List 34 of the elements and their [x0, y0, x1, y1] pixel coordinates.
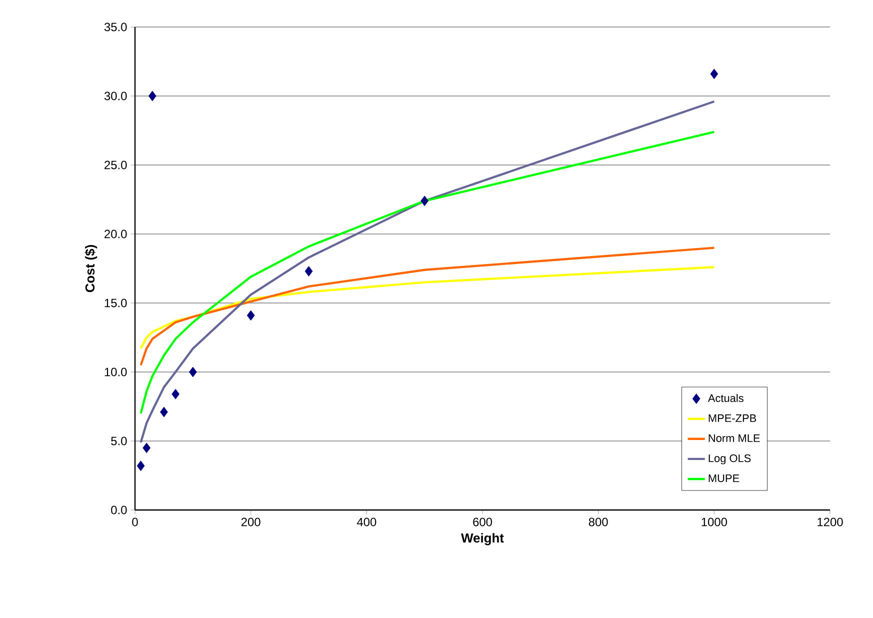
point — [188, 366, 197, 378]
point — [142, 442, 151, 454]
y-axis-title: Cost ($) — [84, 245, 98, 292]
point — [246, 310, 255, 321]
point — [172, 388, 180, 400]
legend-label: MPE-ZPB — [708, 414, 756, 422]
x-tick-label: 400 — [356, 518, 376, 526]
point — [710, 68, 718, 80]
x-tick-label: 200 — [241, 518, 260, 526]
point — [420, 196, 429, 206]
point — [160, 406, 168, 418]
legend-label: Norm MLE — [708, 434, 760, 442]
y-tick-label: 0.0 — [111, 506, 127, 514]
x-axis-title: Weight — [461, 533, 504, 546]
x-tick-label: 600 — [473, 518, 492, 526]
x-tick-label: 1200 — [818, 518, 843, 526]
x-tick-label: 1000 — [702, 518, 728, 526]
x-tick-label: 0 — [132, 518, 138, 526]
line-series — [140, 266, 716, 350]
legend-label: Log OLS — [708, 454, 751, 464]
point — [304, 266, 313, 276]
y-tick-label: 25.0 — [104, 160, 127, 170]
y-tick-label: 5.0 — [111, 436, 127, 446]
point — [148, 90, 156, 102]
legend-label: Actuals — [708, 394, 744, 402]
line-series — [140, 246, 716, 366]
x-tick-label: 800 — [588, 518, 608, 526]
point — [136, 460, 145, 472]
y-tick-label: 10.0 — [104, 368, 127, 376]
y-tick-label: 20.0 — [104, 230, 127, 238]
y-tick-label: 15.0 — [104, 298, 127, 308]
y-tick-label: 35.0 — [104, 22, 127, 32]
legend-label: MUPE — [708, 474, 740, 482]
y-tick-label: 30.0 — [104, 92, 127, 100]
